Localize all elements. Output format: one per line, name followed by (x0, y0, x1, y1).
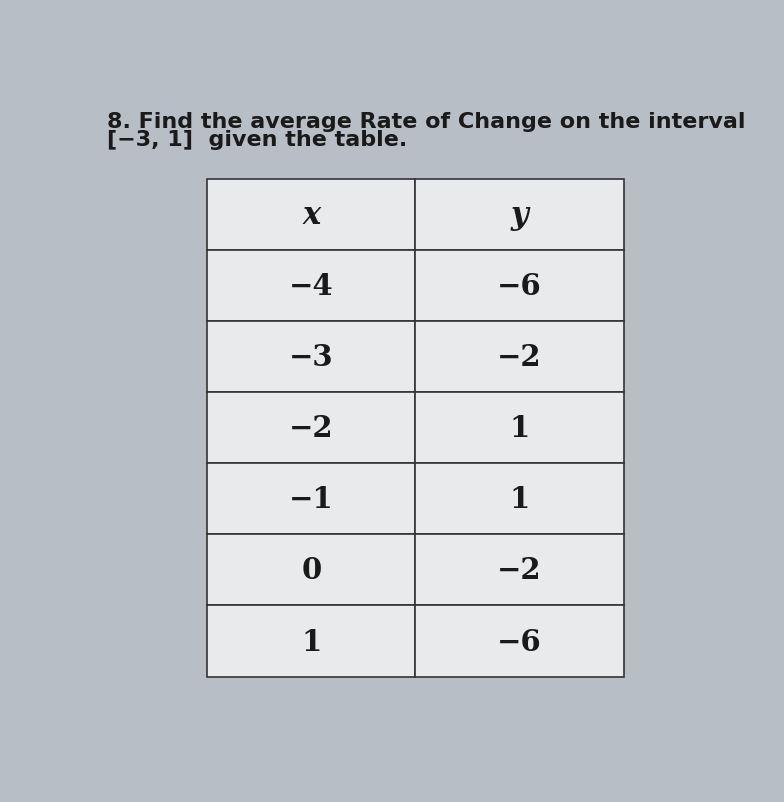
Text: −4: −4 (289, 272, 334, 301)
Text: 0: 0 (301, 556, 321, 585)
FancyBboxPatch shape (207, 322, 416, 393)
FancyBboxPatch shape (416, 322, 623, 393)
Text: −6: −6 (497, 626, 542, 656)
FancyBboxPatch shape (207, 250, 416, 322)
Text: y: y (510, 200, 528, 231)
Text: −2: −2 (497, 556, 542, 585)
Text: −2: −2 (497, 342, 542, 371)
Text: −3: −3 (289, 342, 334, 371)
FancyBboxPatch shape (416, 393, 623, 464)
FancyBboxPatch shape (207, 464, 416, 535)
Text: 8. Find the average Rate of Change on the interval: 8. Find the average Rate of Change on th… (107, 111, 746, 132)
FancyBboxPatch shape (416, 180, 623, 250)
Text: −6: −6 (497, 272, 542, 301)
Text: −1: −1 (289, 484, 334, 513)
Text: 1: 1 (301, 626, 321, 656)
FancyBboxPatch shape (207, 606, 416, 677)
Text: −2: −2 (289, 414, 334, 443)
FancyBboxPatch shape (416, 250, 623, 322)
FancyBboxPatch shape (416, 464, 623, 535)
FancyBboxPatch shape (416, 535, 623, 606)
Text: [−3, 1]  given the table.: [−3, 1] given the table. (107, 130, 408, 150)
Text: 1: 1 (510, 484, 530, 513)
FancyBboxPatch shape (207, 393, 416, 464)
FancyBboxPatch shape (416, 606, 623, 677)
Text: x: x (303, 200, 321, 231)
FancyBboxPatch shape (207, 180, 416, 250)
FancyBboxPatch shape (207, 535, 416, 606)
Text: 1: 1 (510, 414, 530, 443)
